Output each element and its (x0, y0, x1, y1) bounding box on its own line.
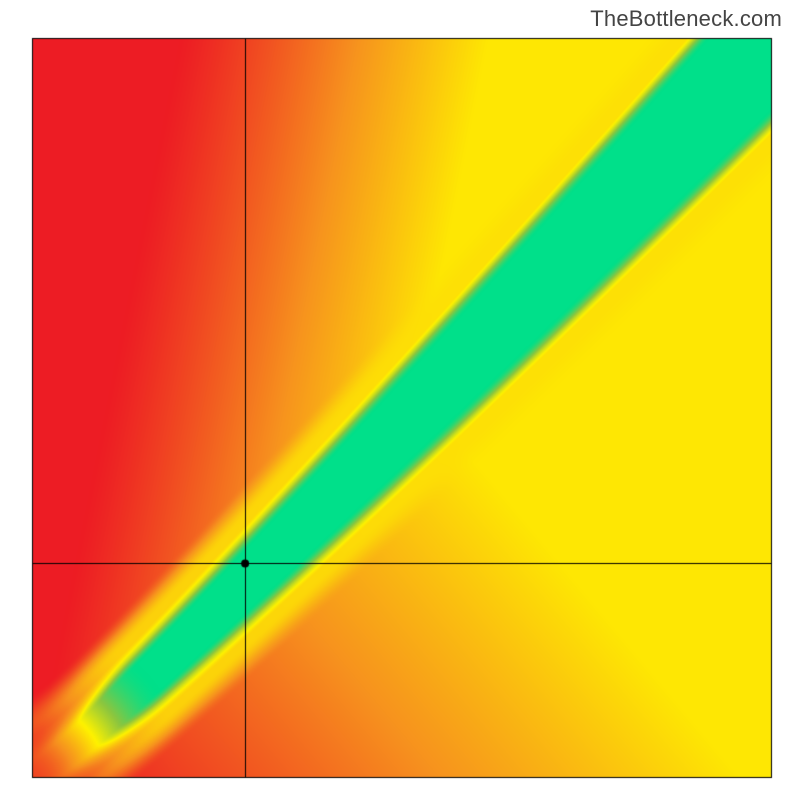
watermark-text: TheBottleneck.com (590, 6, 782, 32)
heatmap-canvas (0, 0, 800, 800)
chart-wrapper: TheBottleneck.com (0, 0, 800, 800)
